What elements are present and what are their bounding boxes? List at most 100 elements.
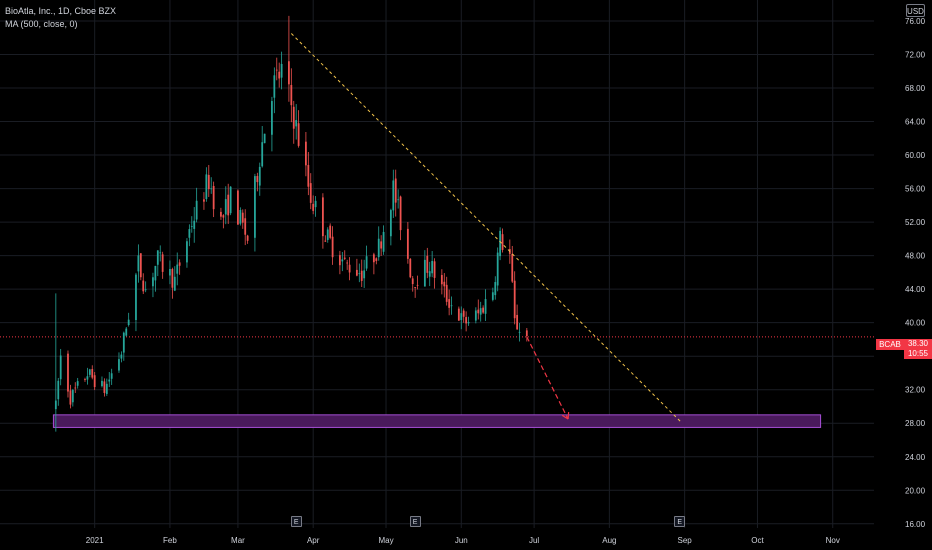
candle-body (237, 190, 239, 225)
time-axis[interactable]: 2021 Feb Mar Apr May Jun Jul Aug Sep Oct Nov (86, 536, 840, 545)
projection-arrow[interactable] (526, 336, 570, 420)
legend: BioAtla, Inc., 1D, Cboe BZX MA (500, clo… (5, 5, 116, 31)
candle-body (409, 258, 412, 278)
candle-body (457, 308, 460, 321)
candle-body (246, 235, 249, 241)
candle-body (212, 185, 215, 210)
candle-body (305, 141, 307, 166)
candle-body (377, 238, 380, 258)
currency-badge[interactable]: USD (906, 4, 925, 17)
candle-body (169, 268, 171, 276)
y-tick-label: 56.00 (905, 185, 926, 194)
candle-body (239, 209, 242, 224)
candle-body (426, 255, 429, 273)
candle-body (54, 400, 57, 410)
candle-body (307, 164, 310, 187)
candle-body (482, 307, 485, 313)
arrow-head (561, 414, 569, 420)
candle-body (382, 231, 385, 252)
candle-body (491, 292, 494, 300)
candle-body (326, 229, 329, 240)
candle-body (450, 305, 453, 307)
descending-trendline[interactable] (290, 33, 683, 424)
x-tick-label: Jul (529, 536, 539, 545)
earnings-marker[interactable]: E (290, 516, 302, 527)
candle-body (186, 241, 188, 263)
projection-line (526, 336, 569, 420)
y-tick-label: 52.00 (905, 218, 926, 227)
candle-body (372, 254, 375, 263)
candle-body (176, 264, 179, 274)
candle-body (363, 270, 366, 279)
candle-body (254, 176, 256, 238)
candle-body (411, 278, 414, 285)
candle-body (224, 199, 227, 215)
candle-body (467, 322, 470, 324)
candle-body (59, 355, 62, 380)
symbol-title: BioAtla, Inc., 1D, Cboe BZX (5, 6, 117, 16)
candle-body (499, 230, 502, 257)
y-tick-label: 40.00 (905, 319, 926, 328)
candles (54, 15, 528, 432)
candle-body (110, 373, 113, 379)
candle-body (69, 390, 72, 405)
candle-body (511, 253, 514, 282)
x-tick-label: Jun (455, 536, 468, 545)
candle-body (292, 106, 295, 129)
earnings-marker[interactable]: E (674, 516, 686, 527)
candle-body (244, 218, 247, 235)
candle-body (271, 101, 273, 135)
candle-body (288, 61, 290, 85)
candle-body (118, 359, 120, 371)
candle-body (205, 174, 208, 199)
y-tick-label: 32.00 (905, 386, 926, 395)
y-tick-label: 16.00 (905, 520, 926, 529)
candle-body (93, 375, 96, 388)
candle-body (88, 369, 91, 375)
candle-body (309, 183, 312, 203)
arrow-head (567, 412, 570, 420)
candle-body (341, 259, 344, 262)
candle-body (227, 194, 230, 216)
earnings-marker[interactable]: E (409, 516, 421, 527)
candle-body (120, 354, 123, 359)
candle-body (343, 257, 346, 259)
candle-body (474, 310, 477, 321)
candle-body (193, 220, 196, 229)
candle-body (331, 236, 334, 258)
candle-body (324, 240, 327, 242)
candle-body (261, 142, 264, 167)
candle-body (108, 379, 111, 382)
candle-body (210, 188, 213, 190)
candle-body (105, 383, 108, 394)
candle-body (159, 252, 162, 254)
candle-body (57, 380, 60, 400)
candle-body (392, 180, 395, 211)
y-tick-label: 44.00 (905, 285, 926, 294)
candle-body (431, 260, 434, 274)
target-zone[interactable] (52, 414, 822, 428)
candle-body (127, 319, 130, 326)
ma-indicator-label[interactable]: MA (500, close, 0) (5, 19, 78, 29)
candle-body (142, 280, 145, 292)
candle-body (496, 252, 499, 286)
candle-body (290, 85, 293, 106)
candle-body (135, 274, 137, 321)
last-price-label: 38.30 10:55 (904, 339, 932, 359)
candle-body (513, 280, 516, 319)
candle-body (76, 381, 79, 386)
candle-body (416, 284, 419, 286)
candle-body (443, 281, 446, 287)
candle-body (423, 259, 426, 287)
price-axis[interactable]: 16.0020.0024.0028.0032.0036.0040.0044.00… (905, 17, 926, 529)
x-tick-label: 2021 (86, 536, 104, 545)
candle-body (433, 261, 436, 278)
candle-body (465, 317, 468, 324)
candle-body (295, 120, 298, 127)
x-tick-label: Mar (231, 536, 245, 545)
y-tick-label: 28.00 (905, 419, 926, 428)
candle-body (156, 250, 159, 265)
candle-body (479, 308, 482, 315)
x-tick-label: Nov (826, 536, 840, 545)
